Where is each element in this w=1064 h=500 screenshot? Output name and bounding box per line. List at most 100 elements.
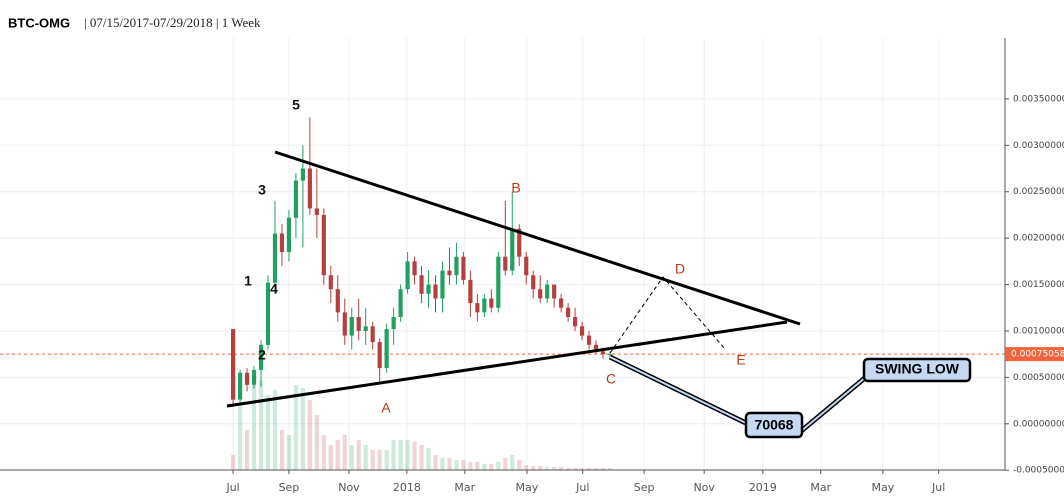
- x-tick-label: 2018: [393, 481, 421, 494]
- volume-bar: [447, 458, 452, 470]
- grid: [0, 38, 1005, 471]
- volume-bar: [377, 450, 382, 470]
- candle-body: [531, 275, 536, 290]
- volume-bar: [566, 468, 571, 470]
- candle-body: [356, 317, 361, 331]
- candle-body: [440, 270, 445, 299]
- candle-body: [342, 312, 347, 336]
- y-tick-label: 0.00350000: [1013, 94, 1064, 104]
- candle-body: [482, 298, 487, 313]
- volume-bar: [489, 464, 494, 470]
- volume-bar: [482, 464, 487, 470]
- candle-body: [593, 344, 599, 352]
- candle-body: [600, 351, 606, 355]
- volume-bar: [349, 445, 354, 470]
- candle-body: [524, 256, 529, 276]
- candle-body: [572, 317, 578, 327]
- volume-bar: [314, 415, 319, 470]
- volume-bar: [398, 440, 403, 470]
- trendline: [274, 150, 801, 326]
- y-tick-label: 0.00000000: [1013, 419, 1064, 429]
- volume-bar: [572, 468, 578, 470]
- volume-bar: [321, 435, 326, 470]
- volume-bar: [517, 460, 522, 470]
- volume-bar: [461, 460, 466, 470]
- volume-bar: [251, 385, 257, 470]
- axes: -0.00050000 0.00000000 0.00050000 0.0010000…: [225, 94, 1064, 494]
- volume-bar: [559, 467, 564, 470]
- last-price-label: 0.00075058: [1011, 350, 1064, 360]
- candle-body: [251, 369, 257, 385]
- callout-line: [799, 371, 873, 433]
- volume-bar: [370, 450, 375, 470]
- candle-body: [461, 256, 466, 280]
- candle-body: [244, 372, 250, 385]
- candle-body: [579, 326, 585, 336]
- last-price-tag: [1005, 347, 1064, 362]
- candle-body: [307, 168, 312, 209]
- candle-body: [433, 284, 438, 299]
- candle-body: [545, 284, 550, 299]
- x-tick-label: Jul: [931, 481, 945, 494]
- y-tick-label: -0.00050000: [1013, 466, 1064, 476]
- volume-bar: [279, 430, 285, 470]
- candle-body: [475, 303, 480, 313]
- volume-bar: [475, 462, 480, 470]
- volume-bar: [328, 445, 333, 470]
- candle-body: [335, 289, 340, 313]
- volume-bar: [405, 440, 410, 470]
- drawings: [226, 150, 972, 439]
- candle-body: [405, 261, 410, 290]
- candle-body: [286, 217, 292, 253]
- volume-bar: [412, 442, 417, 470]
- candle-body: [607, 354, 613, 356]
- candle-body: [510, 228, 515, 271]
- volume-bar: [356, 440, 361, 470]
- callout-line: [609, 356, 751, 426]
- candle-body: [363, 326, 368, 331]
- x-tick-label: Nov: [693, 481, 715, 494]
- x-tick-label: Mar: [454, 481, 475, 494]
- candle-body: [559, 298, 564, 308]
- volume-bar: [244, 430, 250, 470]
- volume-bar: [524, 465, 529, 470]
- volume-bar: [391, 440, 396, 470]
- callout-label: 70068: [755, 417, 794, 433]
- candle-body: [300, 168, 305, 181]
- candle-body: [391, 317, 396, 330]
- candle-body: [419, 275, 424, 294]
- candle-body: [237, 372, 243, 400]
- volume-bar: [593, 468, 599, 470]
- x-tick-label: May: [516, 481, 539, 494]
- wave-label: E: [736, 352, 745, 368]
- candle-body: [447, 270, 452, 276]
- x-tick-label: Sep: [634, 481, 655, 494]
- candles: [231, 117, 613, 408]
- volume-bar: [237, 405, 243, 470]
- candle-body: [503, 256, 508, 271]
- wave-label: 2: [258, 347, 266, 363]
- volume-bar: [503, 458, 508, 470]
- volume-bar: [552, 467, 557, 470]
- volume-bar: [454, 460, 459, 470]
- volume-bar: [545, 467, 550, 470]
- callout-box: [862, 357, 972, 383]
- x-tick-label: Jul: [575, 481, 589, 494]
- volume-bar: [607, 468, 613, 470]
- candle-body: [552, 284, 557, 299]
- candle-body: [293, 180, 299, 218]
- candle-body: [398, 289, 403, 318]
- trendline: [226, 320, 788, 408]
- candle-body: [538, 289, 543, 299]
- volume-bar: [426, 448, 431, 470]
- candle-body: [370, 326, 375, 343]
- volume-bar: [307, 400, 312, 470]
- volume-bar: [579, 468, 585, 470]
- y-tick-label: 0.00200000: [1013, 234, 1064, 244]
- candle-body: [586, 335, 592, 345]
- volume-bar: [433, 455, 438, 470]
- volume-bar: [335, 440, 340, 470]
- wave-label: C: [606, 371, 616, 387]
- x-tick-label: Jul: [225, 481, 239, 494]
